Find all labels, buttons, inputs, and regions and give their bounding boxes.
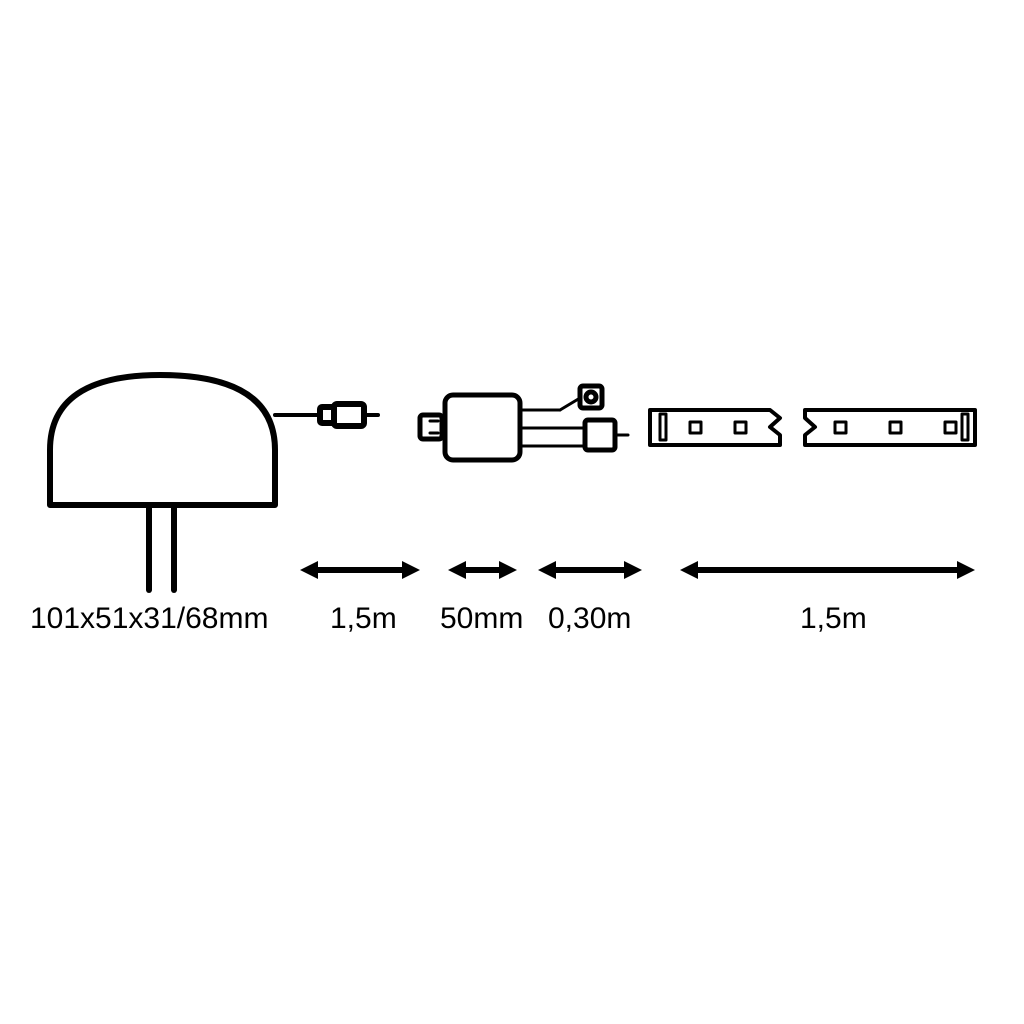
strip-length-label: 1,5m — [800, 602, 867, 635]
dimension-arrows — [300, 561, 975, 579]
kit-diagram: 101x51x31/68mm 1,5m 50mm 0,30m 1,5m — [0, 0, 1024, 1024]
led-strip-icon — [650, 410, 975, 445]
cable1-length-label: 1,5m — [330, 602, 397, 635]
cable2-length-label: 0,30m — [548, 602, 631, 635]
controller-length-label: 50mm — [440, 602, 523, 635]
controller-icon — [420, 386, 628, 460]
power-adapter-icon — [50, 375, 378, 590]
adapter-dimensions-label: 101x51x31/68mm — [30, 602, 268, 635]
